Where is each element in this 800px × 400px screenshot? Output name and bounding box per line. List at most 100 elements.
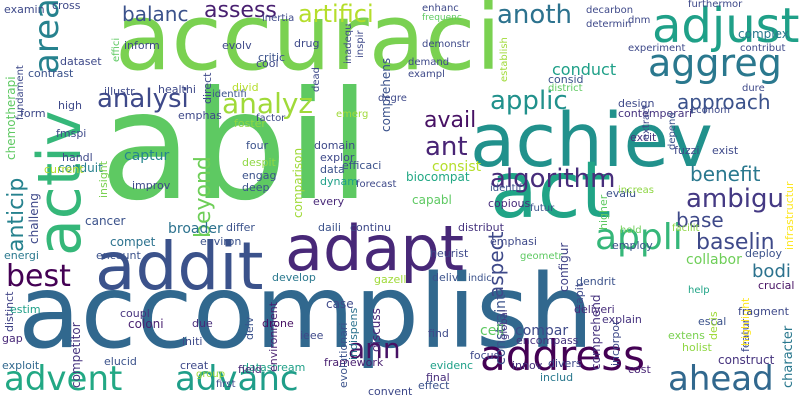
- word-coloni: coloni: [128, 317, 164, 331]
- word-challeng: challeng: [27, 193, 41, 244]
- word-deploy: deploy: [745, 247, 783, 260]
- word-competitor: competitor: [69, 322, 83, 388]
- word-comparison: comparison: [291, 147, 305, 218]
- word-compet: compet: [110, 235, 156, 249]
- word-advanc: advanc: [175, 359, 299, 399]
- word-holist: holist: [682, 341, 712, 354]
- word-evalu: evalu: [606, 187, 637, 200]
- word-energi: energi: [4, 249, 39, 262]
- word-creat: creat: [180, 359, 209, 372]
- word-focus: focus: [470, 349, 500, 362]
- word-deep: deep: [242, 181, 270, 194]
- word-analyz: analyz: [222, 87, 314, 120]
- word-fmspi: fmspi: [56, 127, 87, 140]
- word-employ: employ: [612, 239, 653, 252]
- word-illustr: illustr: [104, 85, 135, 98]
- word-field: field: [238, 363, 262, 376]
- word-hold: hold: [620, 225, 642, 236]
- word-help: help: [688, 285, 710, 296]
- word-complex: complex: [738, 27, 789, 41]
- word-dnm: dnm: [628, 15, 651, 26]
- word-healthi: healthi: [158, 83, 196, 96]
- word-analysi: analysi: [97, 84, 189, 114]
- word-bodi: bodi: [752, 261, 791, 282]
- word-inspir: inspir: [355, 30, 366, 58]
- word-encount: encount: [96, 249, 141, 262]
- word-anticip: anticip: [4, 177, 29, 252]
- word-inadequ: inadequ: [343, 23, 354, 64]
- word-divers: divers: [548, 357, 582, 370]
- word-escal: escal: [698, 315, 727, 328]
- word-increas: increas: [618, 185, 654, 196]
- word-inertia: inertia: [262, 13, 295, 24]
- word-compar: compar: [515, 323, 569, 339]
- word-furthermor: furthermor: [688, 0, 743, 10]
- word-first: first: [216, 379, 236, 390]
- word-divid: divid: [232, 81, 259, 94]
- word-consist: consist: [432, 159, 482, 175]
- word-high: high: [58, 99, 82, 112]
- word-exampl: exampl: [408, 69, 445, 80]
- word-develop: develop: [272, 271, 316, 284]
- word-framework: framework: [324, 356, 384, 369]
- word-adapt: adapt: [285, 212, 465, 285]
- word-algorithm: algorithm: [490, 164, 616, 194]
- word-coupl: coupl: [120, 307, 150, 320]
- word-econom: econom: [690, 105, 730, 116]
- word-captur: captur: [124, 148, 170, 164]
- word-determin: determin: [586, 19, 632, 30]
- word-capabl: capabl: [412, 193, 452, 207]
- word-incorpor: incorpor: [609, 320, 622, 366]
- word-global: global: [499, 309, 510, 341]
- word-ambigu: ambigu: [686, 184, 784, 214]
- word-cost: cost: [628, 363, 651, 376]
- word-indic: indic: [468, 273, 492, 284]
- word-gazell: gazell: [374, 273, 407, 286]
- word-excit: excit: [630, 131, 657, 144]
- word-exploit: exploit: [2, 359, 40, 372]
- word-address: address: [480, 331, 646, 380]
- word-extens: extens: [668, 329, 705, 342]
- word-approach: approach: [677, 90, 771, 114]
- word-identifi: identifi: [212, 89, 247, 100]
- word-differ: differ: [226, 221, 255, 234]
- word-emerg: emerg: [336, 109, 369, 120]
- word-elucid: elucid: [104, 355, 137, 368]
- word-engag: engag: [242, 169, 277, 182]
- word-enhanc: enhanc: [422, 3, 459, 14]
- word-deliv: deliv: [432, 271, 459, 284]
- word-daili: daili: [318, 221, 341, 234]
- word-avail: avail: [424, 108, 477, 133]
- word-exist: exist: [712, 144, 739, 157]
- word-convent: convent: [368, 385, 413, 398]
- word-assess: assess: [204, 0, 277, 23]
- word-contribut: contribut: [740, 43, 786, 54]
- word-evolv: evolv: [222, 39, 252, 52]
- word-facilit: facilit: [672, 223, 700, 234]
- word-cell: cell: [480, 323, 505, 339]
- word-demonstr: demonstr: [422, 39, 470, 50]
- word-inform: inform: [124, 39, 160, 52]
- word-adjust: adjust: [652, 0, 800, 54]
- word-drug: drug: [294, 37, 320, 50]
- word-dataset: dataset: [60, 55, 102, 68]
- word-case: case: [326, 297, 354, 311]
- word-artifici: artifici: [298, 0, 374, 28]
- word-effect: effect: [418, 379, 450, 392]
- word-data: data: [320, 163, 345, 176]
- word-higher: higher: [597, 194, 610, 230]
- word-everi: every: [313, 195, 345, 208]
- word-anoth: anoth: [497, 0, 572, 30]
- word-fragment: fragment: [738, 305, 789, 318]
- word-find: find: [428, 327, 449, 340]
- word-infrastructur: infrastructur: [783, 181, 796, 250]
- word-dead: dead: [311, 67, 322, 92]
- word-advent: advent: [4, 359, 123, 399]
- word-construct: construct: [718, 353, 775, 367]
- word-depend: depend: [667, 112, 678, 150]
- word-due: due: [192, 317, 213, 330]
- word-distribut: distribut: [458, 221, 504, 234]
- word-cross: cross: [52, 0, 81, 12]
- word-aggreg: aggreg: [648, 41, 782, 85]
